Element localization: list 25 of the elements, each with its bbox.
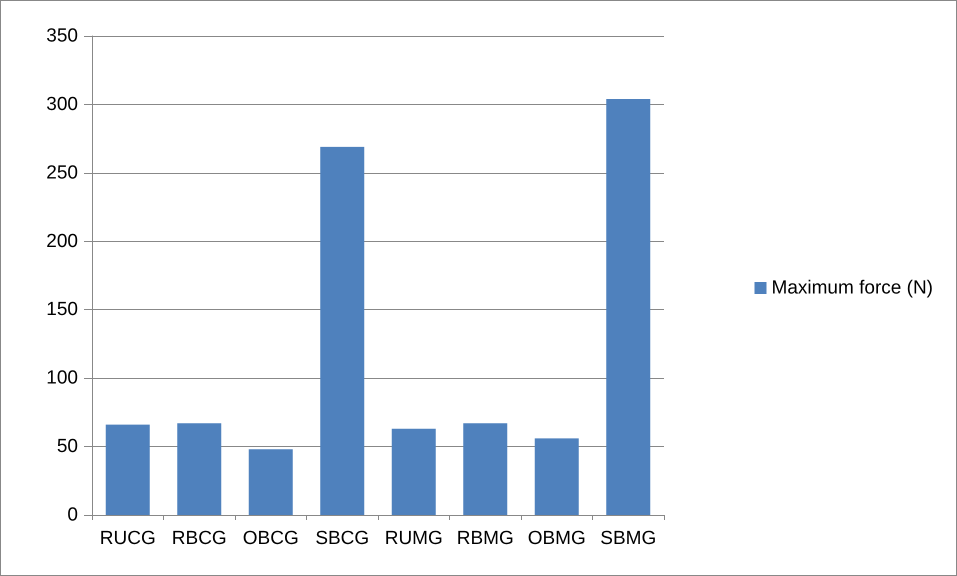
y-tick-label: 100: [46, 368, 78, 389]
bar: [463, 423, 508, 515]
bar: [177, 423, 222, 515]
y-tick-label: 50: [56, 436, 78, 458]
x-tick-label: RUMG: [384, 528, 443, 549]
legend-label: Maximum force (N): [771, 278, 934, 298]
x-tick-label: RBCG: [172, 528, 227, 549]
y-tick-label: 300: [46, 94, 78, 115]
y-tick-label: 150: [46, 299, 78, 320]
bar: [534, 438, 579, 515]
x-tick-label: SBMG: [600, 528, 656, 549]
x-tick-label: OBMG: [528, 528, 586, 549]
bar: [392, 428, 436, 515]
bar: [606, 98, 650, 515]
y-tick-label: 0: [67, 504, 78, 526]
x-tick-label: RBMG: [456, 528, 514, 549]
bar: [320, 146, 364, 515]
bar: [106, 424, 150, 515]
y-tick-label: 200: [46, 230, 78, 252]
x-tick-label: SBCG: [315, 528, 370, 549]
y-tick-label: 250: [46, 162, 78, 184]
bar: [248, 449, 293, 515]
x-tick-label: OBCG: [242, 528, 299, 549]
x-tick-label: RUCG: [100, 528, 156, 549]
y-tick-label: 350: [46, 26, 78, 46]
